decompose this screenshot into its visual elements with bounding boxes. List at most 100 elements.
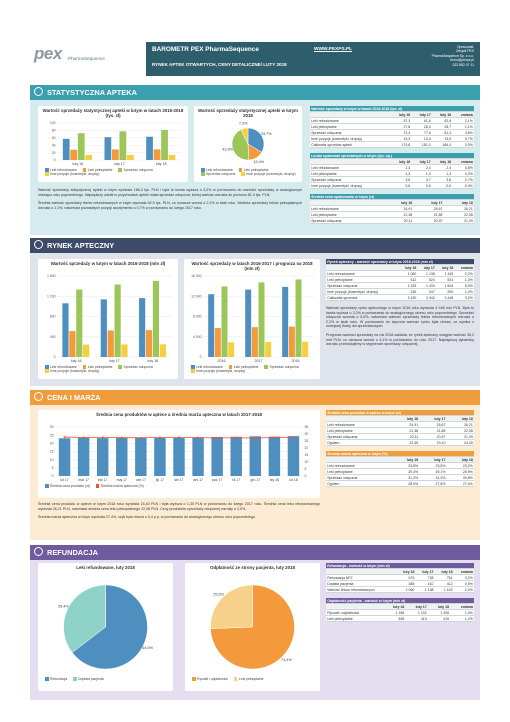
table-row: Leki pełnopłatne 21,38 21,85 22,08 xyxy=(310,211,474,218)
table-cell: 1 504 xyxy=(436,282,455,289)
table-row: Leki refundowane 24,91 25,67 26,21 xyxy=(310,205,474,212)
table-cell: Leki refundowane xyxy=(310,205,384,212)
legend-label: Sprzedaż odręczna xyxy=(206,172,236,176)
data-table: Średnia cena opakowania w lutym (zł) luty… xyxy=(310,194,474,224)
table-row: Leki pełnopłatne 21,38 21,85 22,08 xyxy=(326,427,474,434)
table-header-row: luty 16 luty 17 luty 18 zmiana xyxy=(326,568,474,575)
bar xyxy=(249,436,262,476)
table-cell: -0,4% xyxy=(452,182,474,189)
data-table: Refundacja - wartość w lutym (mln zł) lut… xyxy=(326,563,474,593)
legend-swatch xyxy=(238,168,243,172)
table-cell: 398 xyxy=(383,615,406,622)
table-cell: 0,5% xyxy=(453,580,474,587)
pie-slice xyxy=(210,584,253,629)
contact-line: Zespół PEX xyxy=(456,49,474,54)
table-cell: 247 xyxy=(417,288,436,295)
table-cell: Całkowita sprzedaż xyxy=(326,294,400,301)
line-point xyxy=(178,436,180,439)
logo-brand: pex xyxy=(34,44,62,63)
y-tick-label: 4 000 xyxy=(193,335,202,339)
table-cell: 415 xyxy=(427,615,451,622)
table-cell: 21,39 xyxy=(443,217,474,224)
column-header: luty 17 xyxy=(411,111,432,118)
section-band: RYNEK APTECZNY xyxy=(30,238,480,253)
table-cell: 3,2% xyxy=(453,574,474,581)
bar xyxy=(161,129,168,160)
bar xyxy=(192,437,204,476)
column-header: luty 17 xyxy=(413,199,444,206)
table-cell: 31,0% xyxy=(419,474,447,481)
table-cell: 3 448 xyxy=(436,294,455,301)
legend-swatch xyxy=(191,369,195,373)
table-cell: Leki refundowane xyxy=(326,270,400,277)
legend: Leki refundowane Leki pełnopłatne Sprzedaż… xyxy=(197,168,299,180)
table-title: Średnia cena opakowania w lutym (zł) xyxy=(310,194,474,200)
legend-swatch xyxy=(191,365,195,369)
section-title: CENA I MARŻA xyxy=(47,393,101,402)
legend-label: Inne pozycje (kosmetyki, dropsy) xyxy=(196,369,246,373)
table-row: Ogółem 28,0% 27,8% 27,4% xyxy=(326,480,474,487)
table-column: Średnia cena produktu w aptece w lutym (… xyxy=(326,410,474,492)
table-row: Całkowita sprzedaż apteki 170,8 181,0 186,4… xyxy=(310,141,474,148)
table-cell: 24,91 xyxy=(383,205,414,212)
column-header xyxy=(310,199,384,206)
table-cell: 0,6 xyxy=(431,182,453,189)
table-cell: 21,85 xyxy=(419,427,447,434)
column-header xyxy=(326,603,384,610)
table-cell: 3,7 xyxy=(411,176,432,183)
table-cell: Sprzedaż odręczna xyxy=(326,474,393,481)
table-header-row: luty 16 luty 17 luty 18 xyxy=(310,199,474,206)
section-title: RYNEK APTECZNY xyxy=(47,241,115,250)
table-row: Leki pełnopłatne 512 524 531 1,3% xyxy=(326,276,474,283)
column-header: zmiana xyxy=(454,264,474,271)
table-cell: 2,7% xyxy=(452,176,474,183)
x-tick-label: lis 17 xyxy=(232,478,240,482)
slice-label: 43,6% xyxy=(222,148,233,152)
table-cell: 22,45 xyxy=(392,439,420,446)
y-tick-label: 35 xyxy=(305,425,309,429)
legend-swatch xyxy=(264,365,268,369)
chart: 0 20 40 60 80 100 luty 16 luty 17 luty 18 xyxy=(50,121,182,166)
table-cell: Leki refundowane xyxy=(326,462,393,469)
table-cell: 2,2% xyxy=(453,586,474,593)
table-cell: 751 xyxy=(434,574,454,581)
legend-swatch xyxy=(45,369,49,373)
line-point xyxy=(101,436,104,439)
legend: Średnia cena produktu (zł) Średnia marża … xyxy=(41,484,317,496)
table-cell: Inne pozycje (kosmetyki, dropsy) xyxy=(310,135,391,142)
legend: Leki refundowane Leki pełnopłatne Sprzedaż… xyxy=(41,365,175,377)
table-cell: 0,6 xyxy=(391,182,412,189)
line-point xyxy=(254,437,257,440)
column-header: luty 17 xyxy=(405,603,428,610)
text-column: Średnia cena produktu w aptece w lutym 2… xyxy=(38,502,320,524)
legend-swatch xyxy=(82,168,87,172)
bar xyxy=(282,286,289,357)
bar xyxy=(288,326,295,357)
legend-item: Sprzedaż odręczna xyxy=(118,365,153,369)
x-tick-label: kwi 17 xyxy=(98,478,108,482)
table-cell: 24,40 xyxy=(446,439,474,446)
bar xyxy=(208,294,215,357)
legend-item: Leki pełnopłatne xyxy=(82,168,112,172)
table-cell: 3 342 xyxy=(417,294,436,301)
chart-box: Wartość sprzedaży w lutym w latach 2016-… xyxy=(38,259,178,379)
column-header: luty 16 xyxy=(392,415,420,422)
table-cell: 22,08 xyxy=(446,427,474,434)
column-header: luty 16 xyxy=(391,111,412,118)
y-tick-label: 16 000 xyxy=(191,274,201,278)
bar xyxy=(127,155,134,160)
header-url[interactable]: WWW.PEXPS.PL xyxy=(314,47,353,52)
bar xyxy=(295,279,302,357)
table-cell: 512 xyxy=(399,276,418,283)
chart-title: Wartość sprzedaży statystycznej apteki w… xyxy=(42,108,184,119)
table-row: Sprzedaż odręczna 1 333 1 433 1 504 5,0% xyxy=(326,282,474,289)
line-point xyxy=(273,436,276,439)
y-tick-label: 0 xyxy=(305,474,307,478)
legend-label: Inne pozycje (kosmetyki, dropsy) xyxy=(50,369,100,373)
table-cell: Ryczałt i odpłatności xyxy=(326,609,384,616)
table-cell: 21,39 xyxy=(446,433,474,440)
y-tick-label: 8 000 xyxy=(193,315,202,319)
text-column: Wartość sprzedaży statystycznej apteki w… xyxy=(38,188,302,214)
legend-item: Inne pozycje (kosmetyki, dropsy) xyxy=(191,369,245,373)
